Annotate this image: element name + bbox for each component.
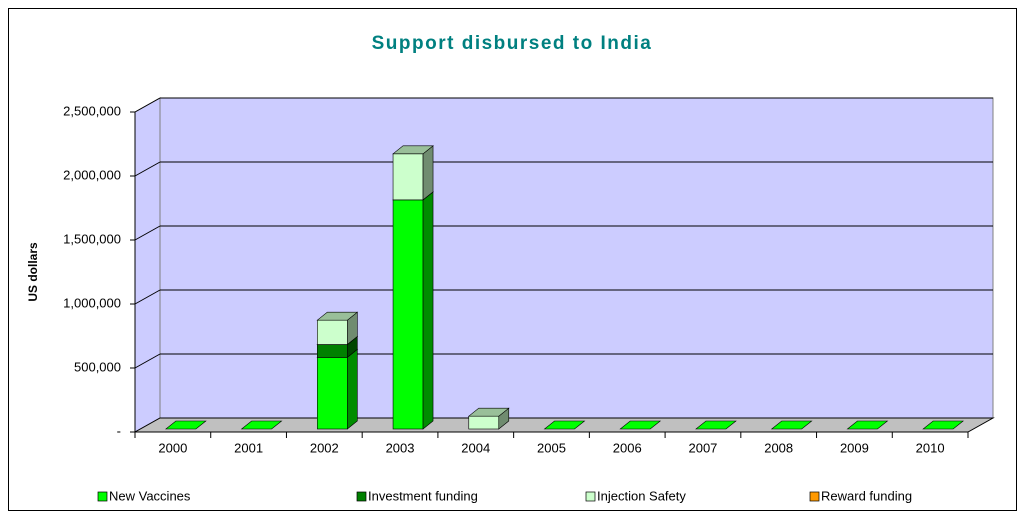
bar-top (846, 420, 889, 430)
y-tick-label: - (117, 423, 121, 438)
bar-top (695, 420, 737, 430)
bar-top (316, 311, 359, 321)
x-tick-label: 2002 (310, 440, 339, 455)
legend-label: Investment funding (368, 488, 478, 503)
x-tick-label: 2006 (613, 440, 642, 455)
y-tick-label: 1,500,000 (63, 231, 121, 246)
y-tick-label: 2,500,000 (63, 103, 121, 118)
x-tick-label: 2001 (234, 440, 263, 455)
bar-segment (392, 153, 424, 201)
legend-swatch (809, 491, 820, 502)
legend-label: Injection Safety (597, 488, 686, 503)
x-tick-label: 2005 (537, 440, 566, 455)
x-tick-label: 2004 (461, 440, 490, 455)
bar-side (422, 145, 434, 201)
legend-swatch (585, 491, 596, 502)
bar-top (467, 407, 510, 417)
legend-label: New Vaccines (109, 488, 191, 503)
bar-top (770, 420, 813, 430)
x-tick-label: 2008 (764, 440, 793, 455)
bar-segment (392, 199, 424, 430)
bar-segment (317, 319, 348, 345)
grid-line (134, 97, 161, 113)
grid-line (134, 289, 161, 305)
bar-segment (317, 357, 348, 430)
grid-line (134, 225, 161, 241)
chart-title: Support disbursed to India (372, 33, 653, 54)
x-tick-label: 2000 (158, 440, 187, 455)
y-tick-label: 500,000 (74, 359, 121, 374)
bar-top (392, 145, 434, 155)
bar-top (543, 420, 586, 430)
grid-line (134, 161, 161, 177)
x-tick-label: 2007 (688, 440, 717, 455)
bar-top (240, 420, 283, 430)
x-tick-label: 2010 (916, 440, 945, 455)
x-tick-label: 2009 (840, 440, 869, 455)
grid-line (134, 353, 161, 369)
bar-top (619, 420, 662, 430)
bar-top (922, 420, 964, 430)
side-wall (134, 97, 161, 433)
y-axis-label: US dollars (26, 242, 40, 302)
x-tick-label: 2003 (386, 440, 415, 455)
back-wall (159, 97, 994, 419)
legend-swatch (97, 491, 108, 502)
bar-segment (468, 415, 500, 430)
bar-side (422, 191, 434, 430)
legend-swatch (356, 491, 367, 502)
legend-label: Reward funding (821, 488, 912, 503)
bar-top (165, 420, 207, 430)
bar-segment (317, 344, 348, 358)
y-tick-label: 1,000,000 (63, 295, 121, 310)
y-tick-label: 2,000,000 (63, 167, 121, 182)
bar-side (347, 348, 358, 430)
